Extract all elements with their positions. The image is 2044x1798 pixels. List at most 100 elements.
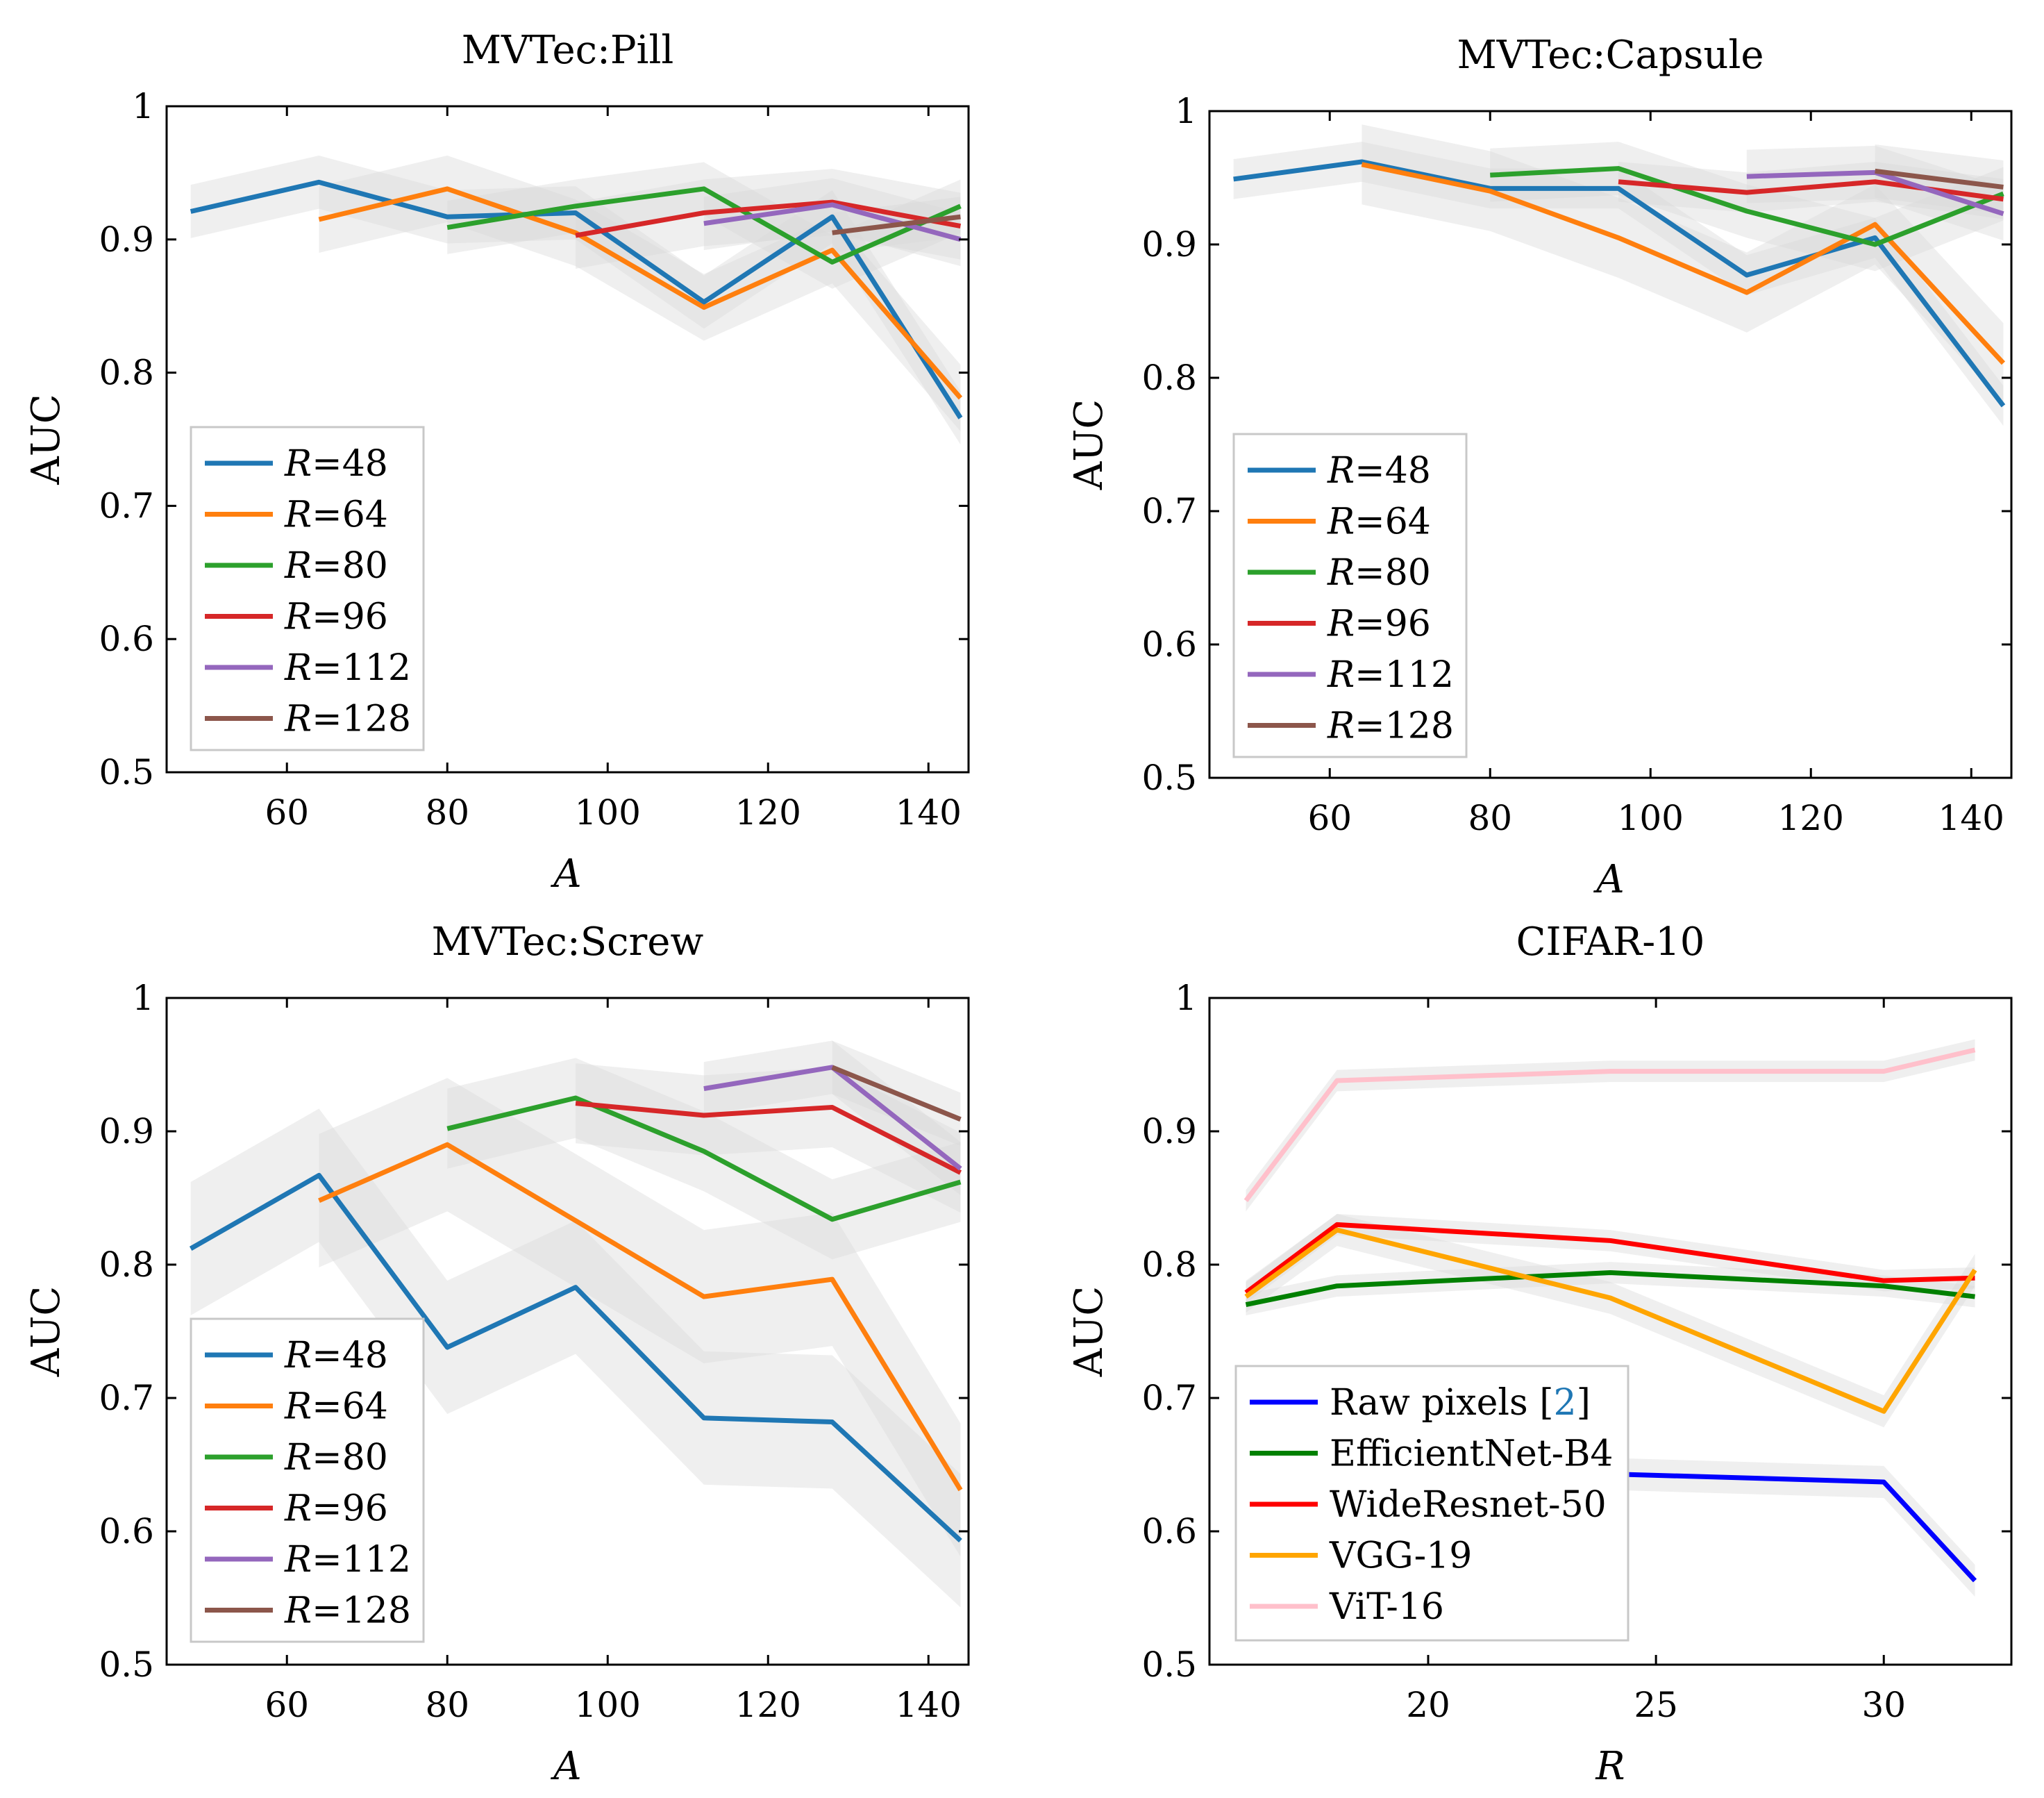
legend-var: R [284,647,312,689]
axes-frame [1208,110,2013,779]
legend-var: R [1327,450,1355,492]
legend-value: =80 [312,545,388,587]
x-tick-label: 60 [265,792,309,833]
legend-value: =64 [1355,501,1431,543]
legend-label: R=112 [284,647,411,689]
series-line [190,179,963,419]
confidence-band [576,1063,961,1213]
x-tick-label: 120 [735,792,801,833]
plot-area [1233,124,2006,426]
series-line [575,1101,962,1175]
confidence-band [447,162,961,289]
x-tick-label: 80 [425,1685,469,1725]
legend-value: =112 [312,647,411,689]
series-line [446,1095,962,1222]
legend: Raw pixels [2] EfficientNet-B4 WideResnet-… [1234,1365,1630,1642]
legend-value: =96 [312,597,388,638]
legend-value: =64 [312,1386,388,1428]
axes-frame [1208,997,2013,1666]
legend-var: R [284,1437,312,1479]
chart-panel-2: MVTec:Capsule 0.5 0.6 0.7 0.8 0.9 1 60 80 100 120 1… [1066,33,2013,902]
series-line [189,1172,962,1543]
y-tick-label: 0.9 [1141,1111,1197,1151]
legend-label: R=80 [1327,552,1431,594]
y-axis-label: AUC [1066,1286,1112,1377]
legend-label: R=128 [284,1590,411,1632]
legend-label: R=80 [284,545,388,587]
legend-value: =112 [312,1539,411,1581]
legend-label: R=128 [1327,706,1454,747]
y-tick-label: 1 [132,86,154,126]
legend-label: R=112 [284,1539,411,1581]
x-tick-label: 80 [425,792,469,833]
legend-value: =96 [1355,604,1431,645]
y-tick-label: 0.6 [1141,624,1197,665]
y-tick-label: 0.6 [99,619,154,659]
series-line [1243,1047,1976,1202]
series-line [1244,1222,1975,1295]
axes-frame [165,997,970,1666]
legend-label: R=64 [284,494,388,536]
series-line [318,1142,963,1492]
legend-var: R [1327,501,1355,543]
legend-label: R=64 [284,1386,388,1428]
legend-label: R=48 [1327,450,1431,492]
legend-var: R [284,1386,312,1428]
y-tick-label: 0.7 [1141,491,1197,531]
y-tick-label: 0.7 [1141,1378,1197,1418]
legend-value: =128 [312,1590,411,1632]
legend-var: R [284,1590,312,1632]
legend-value: =48 [1355,450,1431,492]
y-tick-label: 0.8 [1141,1245,1197,1285]
series-line [831,1065,962,1122]
y-tick-label: 0.6 [1141,1511,1197,1551]
x-tick-label: 100 [575,1685,641,1725]
legend-var: R [284,1488,312,1530]
series-line [1618,179,2004,202]
x-tick-label: 25 [1634,1685,1678,1725]
confidence-band [190,1108,961,1608]
legend-citation: 2 [1554,1382,1577,1424]
legend-box [190,426,425,751]
x-tick-label: 140 [896,792,962,833]
legend-label: EfficientNet-B4 [1330,1433,1613,1475]
y-tick-label: 1 [132,978,154,1018]
legend-value: =48 [312,1335,388,1376]
legend-value: =112 [1355,654,1454,696]
chart-title: MVTec:Pill [462,28,674,73]
legend-label: ViT-16 [1329,1586,1444,1628]
x-tick-label: 120 [735,1685,801,1725]
x-tick-label: 140 [1938,798,2004,838]
series-line [1245,1270,1975,1308]
x-tick-label: 20 [1406,1685,1450,1725]
legend-label: R=80 [284,1437,388,1479]
legend-label: R=48 [284,1335,388,1376]
legend-label: VGG-19 [1329,1535,1472,1577]
y-tick-label: 0.5 [99,1645,154,1685]
legend-value: VGG-19 [1329,1535,1472,1577]
legend-var: R [284,597,312,638]
y-tick-label: 0.6 [99,1511,154,1551]
legend-box [1232,433,1468,758]
legend-value: EfficientNet-B4 [1330,1433,1613,1475]
confidence-band [1246,1262,1975,1315]
legend-var: R [1327,604,1355,645]
legend-var: R [284,699,312,740]
y-tick-label: 1 [1175,91,1197,131]
legend-value: ViT-16 [1329,1586,1444,1628]
y-tick-label: 0.9 [1141,224,1197,265]
y-tick-label: 1 [1175,978,1197,1018]
legend-var: R [1327,552,1355,594]
x-tick-label: 140 [896,1685,962,1725]
x-axis-label: A [1593,857,1624,902]
x-axis-label: A [550,851,581,897]
series-line [1361,162,2006,365]
y-axis-label: AUC [24,1286,69,1377]
y-tick-label: 0.5 [1141,758,1197,798]
x-tick-label: 80 [1468,798,1512,838]
legend-label: R=96 [1327,604,1431,645]
